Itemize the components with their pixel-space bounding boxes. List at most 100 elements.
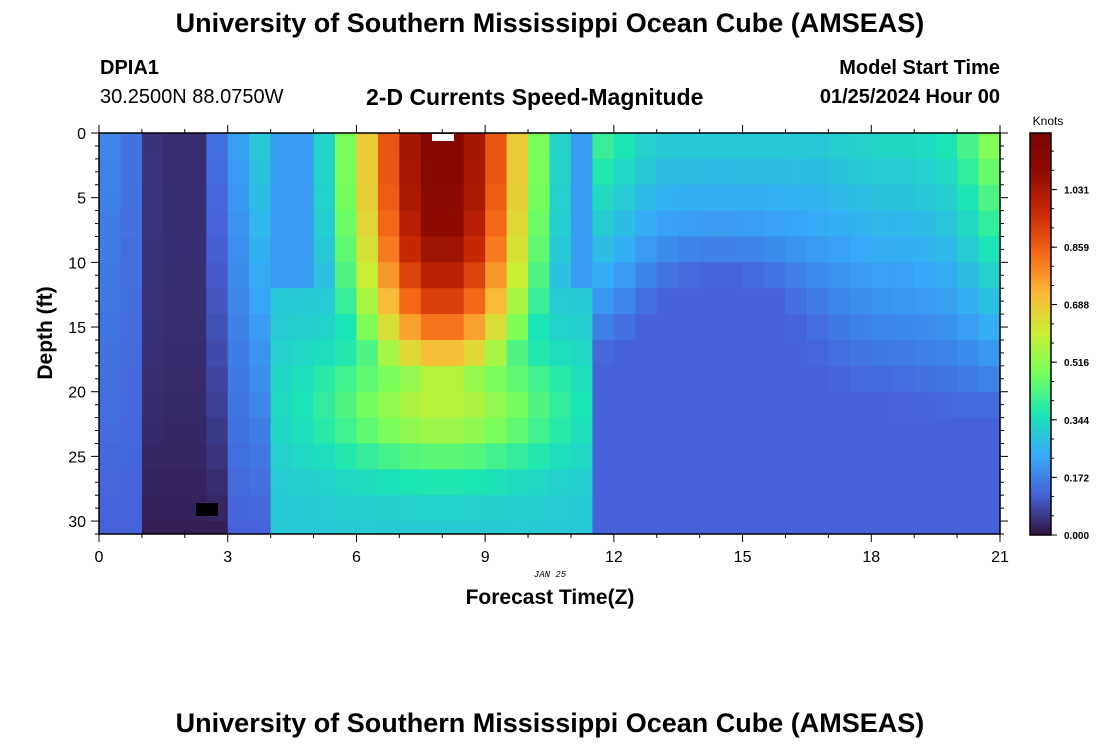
heatmap-cell — [592, 236, 615, 263]
heatmap-cell — [485, 210, 508, 238]
heatmap-cell — [721, 521, 744, 534]
heatmap-cell — [313, 521, 336, 534]
heatmap-cell — [463, 521, 486, 534]
heatmap-cell — [656, 314, 679, 341]
heatmap-cell — [935, 391, 958, 419]
heatmap-cell — [806, 443, 829, 470]
heatmap-cell — [699, 365, 722, 393]
heatmap-cell — [356, 158, 379, 186]
heatmap-cell — [721, 339, 744, 367]
heatmap-cell — [699, 391, 722, 419]
heatmap-cell — [463, 417, 486, 445]
heatmap-cell — [699, 443, 722, 470]
heatmap-cell — [892, 236, 915, 263]
heatmap-cell — [785, 133, 808, 160]
heatmap-cell — [377, 339, 400, 367]
heatmap-cell — [292, 133, 315, 160]
heatmap-cell — [334, 521, 358, 534]
heatmap-cell — [420, 210, 443, 238]
heatmap-cell — [785, 443, 808, 470]
heatmap-cell — [313, 417, 336, 445]
heatmap-cell — [292, 262, 315, 289]
heatmap-cell — [892, 314, 915, 341]
heatmap-cell — [292, 184, 315, 212]
heatmap-cell — [849, 469, 872, 496]
heatmap-cell — [141, 469, 164, 496]
heatmap-cell — [742, 443, 765, 470]
heatmap-cell — [806, 210, 829, 238]
heatmap-cell — [570, 210, 593, 238]
heatmap-cell — [399, 365, 422, 393]
heatmap-cell — [699, 314, 722, 341]
heatmap-cell — [270, 469, 293, 496]
heatmap-cell — [99, 314, 122, 341]
heatmap-cell — [613, 495, 636, 522]
heatmap-cell — [99, 443, 122, 470]
heatmap-cell — [141, 495, 164, 522]
heatmap-cell — [184, 417, 207, 445]
heatmap-cell — [849, 391, 872, 419]
heatmap-cell — [978, 288, 1001, 315]
colorbar-tick-label: 1.031 — [1064, 186, 1089, 197]
heatmap-cell — [313, 210, 336, 238]
heatmap-cell — [227, 288, 250, 315]
heatmap-cell — [892, 521, 915, 534]
heatmap-cell — [635, 184, 658, 212]
heatmap-cell — [270, 314, 293, 341]
heatmap-cell — [356, 339, 379, 367]
heatmap-cell — [399, 236, 422, 263]
heatmap-cell — [270, 262, 293, 289]
heatmap-cell — [592, 184, 615, 212]
heatmap-cell — [463, 133, 486, 160]
heatmap-cell — [978, 236, 1001, 263]
heatmap-cell — [99, 288, 122, 315]
heatmap-cell — [549, 236, 572, 263]
heatmap-cell — [377, 495, 400, 522]
heatmap-cell — [184, 443, 207, 470]
heatmap-cell — [99, 391, 122, 419]
heatmap-cell — [871, 391, 894, 419]
heatmap-cell — [270, 288, 293, 315]
heatmap-cell — [549, 391, 572, 419]
heatmap-cell — [528, 288, 551, 315]
heatmap-cell — [334, 210, 358, 238]
heatmap-cell — [356, 495, 379, 522]
heatmap-cell — [313, 339, 336, 367]
heatmap-cell — [699, 339, 722, 367]
heatmap-cell — [420, 184, 443, 212]
heatmap-cell — [485, 133, 508, 160]
heatmap-cell — [613, 262, 636, 289]
heatmap-cell — [506, 236, 529, 263]
heatmap-cell — [356, 521, 379, 534]
heatmap-cell — [506, 365, 529, 393]
heatmap-cell — [141, 236, 164, 263]
heatmap-cell — [978, 417, 1001, 445]
heatmap-cell — [806, 158, 829, 186]
heatmap-cell — [871, 521, 894, 534]
heatmap-cell — [399, 133, 422, 160]
heatmap-cell — [935, 288, 958, 315]
heatmap-cell — [570, 443, 593, 470]
heatmap-cell — [978, 262, 1001, 289]
heatmap-cell — [957, 314, 980, 341]
x-tick-label: 21 — [991, 549, 1009, 566]
heatmap-cell — [613, 133, 636, 160]
heatmap-cell — [206, 417, 229, 445]
heatmap-cell — [721, 236, 744, 263]
heatmap-cell — [592, 262, 615, 289]
heatmap-cell — [549, 417, 572, 445]
heatmap-cell — [442, 391, 465, 419]
heatmap-cell — [935, 521, 958, 534]
heatmap-cell — [828, 314, 851, 341]
y-tick-label: 10 — [68, 255, 86, 272]
heatmap-cell — [399, 495, 422, 522]
heatmap-cell — [699, 210, 722, 238]
heatmap-cell — [249, 314, 272, 341]
heatmap-cell — [163, 495, 186, 522]
heatmap-cell — [292, 236, 315, 263]
heatmap-cell — [485, 495, 508, 522]
heatmap-cell — [249, 391, 272, 419]
heatmap-cell — [549, 133, 572, 160]
heatmap-cell — [249, 184, 272, 212]
heatmap-cell — [528, 133, 551, 160]
